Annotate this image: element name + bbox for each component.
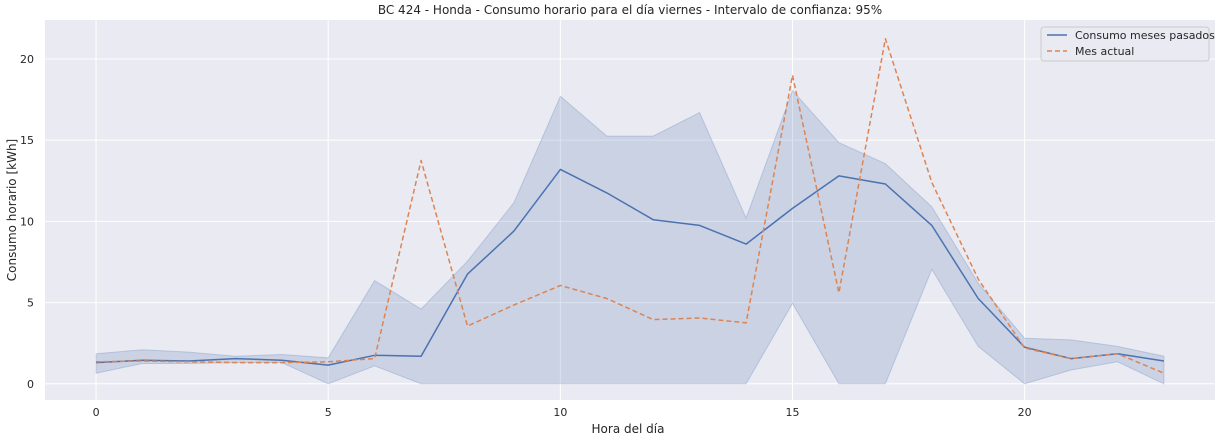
x-tick-label: 15 [786,406,800,419]
x-axis-label: Hora del día [592,422,665,436]
y-tick-label: 10 [20,215,34,228]
legend: Consumo meses pasados Mes actual [1040,26,1215,62]
legend-label-mes-actual: Mes actual [1075,45,1134,58]
y-tick-label: 0 [27,378,34,391]
y-tick-label: 15 [20,134,34,147]
plot-background [45,20,1215,400]
confidence-band [95,89,1165,385]
x-tick-label: 10 [553,406,567,419]
series-layer [96,37,1165,374]
y-tick-labels: 0 5 10 15 20 [20,53,34,391]
series-line-mes-actual [96,37,1165,374]
x-gridlines [95,20,1026,400]
y-tick-label: 20 [20,53,34,66]
x-tick-label: 0 [93,406,100,419]
x-tick-labels: 0 5 10 15 20 [93,406,1032,419]
legend-box [1040,26,1210,62]
x-tick-label: 5 [325,406,332,419]
series-line-consumo-meses-pasados [96,168,1165,366]
y-tick-label: 5 [27,297,34,310]
legend-label-consumo-meses-pasados: Consumo meses pasados [1075,29,1215,42]
y-axis-label: Consumo horario [kWh] [5,139,19,281]
confidence-band-layer [95,89,1165,385]
x-tick-label: 20 [1018,406,1032,419]
chart-title: BC 424 - Honda - Consumo horario para el… [378,3,882,17]
y-gridlines [45,58,1215,385]
